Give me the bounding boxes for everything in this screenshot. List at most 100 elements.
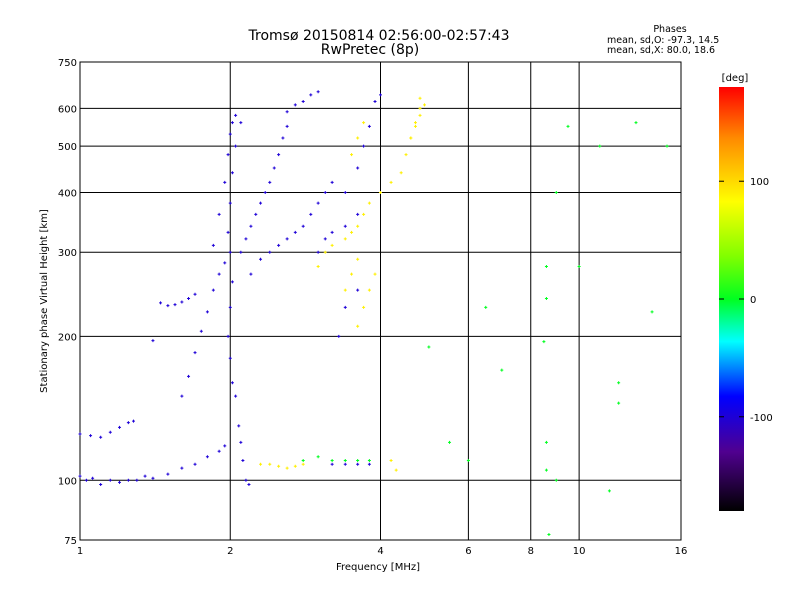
y-axis-label: Stationary phase Virtual Height [km] [39,209,50,393]
data-point [78,474,82,478]
data-point [223,444,227,448]
chart-title: Tromsø 20150814 02:56:00-02:57:43 [248,28,510,44]
x-tick-label: 2 [227,546,233,557]
data-point [544,468,548,472]
x-tick-labels: 1 2 4 6 8 10 16 [77,546,688,557]
data-point [323,250,327,254]
data-point [367,458,371,462]
data-point [244,478,248,482]
data-point [118,425,122,429]
data-point [484,305,488,309]
data-point [228,201,232,205]
data-point [228,250,232,254]
data-point [650,310,654,314]
data-point [193,351,197,355]
data-point [617,401,621,405]
data-point [239,250,243,254]
data-point [285,466,289,470]
data-point [249,224,253,228]
data-point [367,462,371,466]
data-point [143,474,147,478]
data-point [234,144,238,148]
data-point [356,324,360,328]
data-point [389,180,393,184]
data-point [226,153,230,157]
data-point [362,121,366,125]
data-point [78,432,82,436]
data-point [356,462,360,466]
data-point [293,464,297,468]
data-point [323,190,327,194]
data-point [665,144,669,148]
data-point [180,466,184,470]
data-point [89,434,93,438]
data-point [356,212,360,216]
data-point [566,124,570,128]
data-point [91,476,95,480]
data-point [249,272,253,276]
y-tick-label: 600 [58,104,77,115]
data-point [404,153,408,157]
data-point [99,482,103,486]
data-points [78,90,669,537]
data-point [126,478,130,482]
data-point [379,190,382,194]
data-point [309,212,313,216]
data-point [211,288,215,292]
data-point [554,478,558,482]
data-point [367,124,371,128]
data-point [301,224,305,228]
data-point [166,472,170,476]
data-point [356,136,360,140]
data-point [316,201,320,205]
data-point [108,430,112,434]
data-point [272,166,276,170]
data-point [259,201,263,205]
data-point [422,103,426,107]
data-point [554,190,558,194]
data-point [301,462,305,466]
data-point [617,381,621,385]
data-point [217,449,221,453]
data-point [418,96,422,100]
y-tick-label: 750 [58,58,77,69]
data-point [230,171,234,175]
data-point [285,124,289,128]
data-point [166,304,170,308]
data-point [226,334,230,338]
data-point [223,261,227,265]
data-point [281,136,285,140]
grid-lines [80,62,681,540]
data-point [356,458,360,462]
data-point [285,237,289,241]
data-point [316,90,320,94]
data-point [301,100,305,104]
data-point [367,288,371,292]
data-point [293,230,297,234]
data-point [234,394,238,398]
x-tick-label: 1 [77,546,83,557]
data-point [254,212,258,216]
data-point [180,300,184,304]
data-point [418,106,422,110]
y-tick-label: 300 [58,248,77,259]
data-point [259,462,263,466]
colorbar-tick-label: 0 [750,295,756,306]
data-point [263,190,267,194]
data-point [173,303,177,307]
colorbar-ticks: 100 0 -100 [719,177,773,424]
data-point [151,476,155,480]
data-point [343,305,347,309]
data-point [118,480,122,484]
data-point [285,110,289,114]
chart-subtitle: RwPretec (8p) [321,42,419,58]
data-point [409,136,413,140]
data-point [244,237,248,241]
colorbar-label: [deg] [722,73,749,84]
data-point [159,301,163,305]
data-point [362,305,366,309]
data-point [241,458,245,462]
data-point [544,265,548,269]
y-tick-label: 500 [58,142,77,153]
data-point [356,288,360,292]
